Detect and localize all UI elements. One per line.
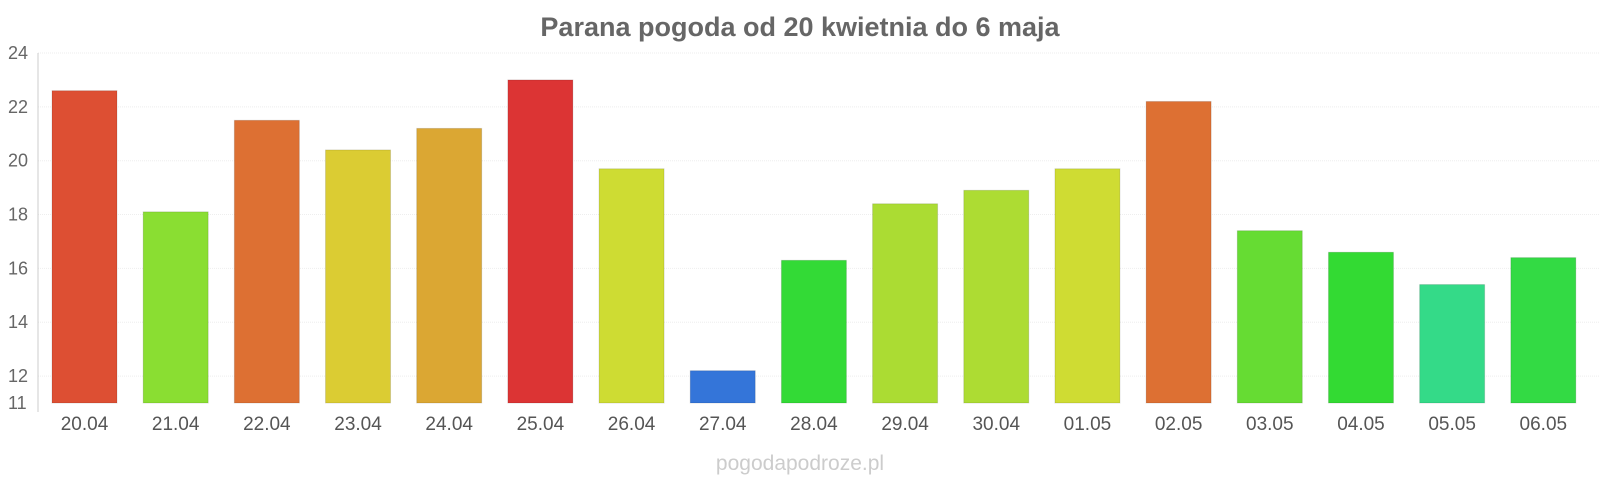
bar-20.04 xyxy=(51,90,118,404)
bar-26.04 xyxy=(598,168,665,404)
x-tick-label: 02.05 xyxy=(1155,414,1203,435)
bar-22.04 xyxy=(233,119,300,404)
bar-25.04 xyxy=(507,79,574,404)
bar-21.04 xyxy=(142,211,209,404)
x-tick-label: 22.04 xyxy=(243,414,291,435)
x-tick-label: 20.04 xyxy=(61,414,109,435)
y-tick-label: 18 xyxy=(8,205,28,225)
y-tick-label: 16 xyxy=(8,258,28,278)
y-axis-ticks: 11 12 14 16 18 20 22 24 xyxy=(8,43,28,413)
bar-30.04 xyxy=(963,189,1030,404)
y-tick-label: 14 xyxy=(8,312,28,332)
bar-24.04 xyxy=(416,127,483,404)
bar-04.05 xyxy=(1327,251,1394,404)
x-tick-label: 06.05 xyxy=(1520,414,1568,435)
bar-05.05 xyxy=(1419,284,1486,404)
x-tick-label: 01.05 xyxy=(1064,414,1112,435)
y-tick-label: 12 xyxy=(8,366,28,386)
bar-02.05 xyxy=(1145,100,1212,404)
y-tick-label: 22 xyxy=(8,97,28,117)
x-tick-label: 28.04 xyxy=(790,414,838,435)
bar-28.04 xyxy=(780,259,847,404)
bar-03.05 xyxy=(1236,230,1303,404)
bars xyxy=(51,79,1577,404)
x-tick-label: 27.04 xyxy=(699,414,747,435)
x-tick-label: 24.04 xyxy=(425,414,473,435)
bar-29.04 xyxy=(872,203,939,404)
bar-06.05 xyxy=(1510,257,1577,404)
x-tick-label: 21.04 xyxy=(152,414,200,435)
y-tick-label: 24 xyxy=(8,43,28,63)
y-tick-label: 20 xyxy=(8,151,28,171)
x-tick-label: 05.05 xyxy=(1428,414,1476,435)
bar-27.04 xyxy=(689,370,756,404)
x-axis-ticks: 20.04 21.04 22.04 23.04 24.04 25.04 26.04 27.04… xyxy=(61,414,1567,435)
y-tick-label: 11 xyxy=(8,393,27,413)
x-tick-label: 03.05 xyxy=(1246,414,1294,435)
x-tick-label: 25.04 xyxy=(517,414,565,435)
x-tick-label: 30.04 xyxy=(972,414,1020,435)
x-tick-label: 04.05 xyxy=(1337,414,1385,435)
bar-01.05 xyxy=(1054,168,1121,404)
x-tick-label: 26.04 xyxy=(608,414,656,435)
x-tick-label: 29.04 xyxy=(881,414,929,435)
bar-23.04 xyxy=(325,149,392,404)
x-tick-label: 23.04 xyxy=(334,414,382,435)
chart-title: Parana pogoda od 20 kwietnia do 6 maja xyxy=(540,12,1060,42)
watermark: pogodapodroze.pl xyxy=(716,452,884,475)
